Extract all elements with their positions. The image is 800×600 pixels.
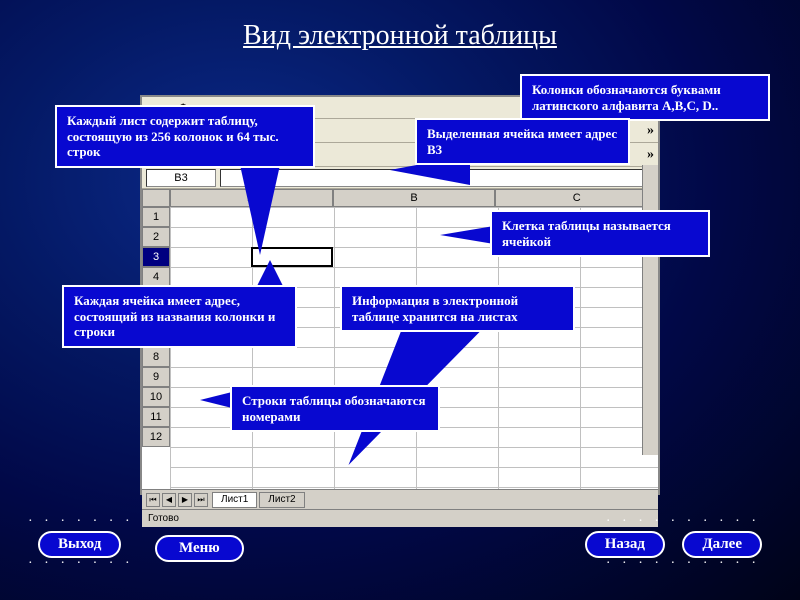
callout-cell-name: Клетка таблицы называется ячейкой bbox=[490, 210, 710, 257]
name-box[interactable]: B3 bbox=[146, 169, 216, 187]
sheet-nav-first-icon[interactable]: ⏮ bbox=[146, 493, 160, 507]
callout-cell-address: Каждая ячейка имеет адрес, состоящий из … bbox=[62, 285, 297, 348]
vertical-scrollbar[interactable] bbox=[642, 165, 658, 455]
sheet-nav-last-icon[interactable]: ⏭ bbox=[194, 493, 208, 507]
dots-decoration: · · · · · · · bbox=[28, 556, 134, 572]
column-header[interactable]: C bbox=[495, 189, 658, 207]
callout-row-numbers: Строки таблицы обозначаются номерами bbox=[230, 385, 440, 432]
sheet-tab[interactable]: Лист2 bbox=[259, 492, 304, 508]
row-header[interactable]: 4 bbox=[142, 267, 170, 287]
chevron-icon[interactable]: » bbox=[647, 147, 654, 163]
next-button[interactable]: Далее bbox=[682, 531, 762, 558]
callout-sheets-info: Информация в электронной таблице хранитс… bbox=[340, 285, 575, 332]
row-header[interactable]: 9 bbox=[142, 367, 170, 387]
sheet-tabs-bar: ⏮ ◀ ▶ ⏭ Лист1 Лист2 bbox=[142, 489, 658, 509]
select-all-corner[interactable] bbox=[142, 189, 170, 207]
row-header[interactable]: 2 bbox=[142, 227, 170, 247]
back-button[interactable]: Назад bbox=[585, 531, 665, 558]
sheet-tab[interactable]: Лист1 bbox=[212, 492, 257, 508]
callout-column-letters: Колонки обозначаются буквами латинского … bbox=[520, 74, 770, 121]
dots-decoration: · · · · · · · · · · bbox=[606, 556, 760, 572]
row-header[interactable]: 11 bbox=[142, 407, 170, 427]
callout-active-address: Выделенная ячейка имеет адрес B3 bbox=[415, 118, 630, 165]
callout-sheet-size: Каждый лист содержит таблицу, состоящую … bbox=[55, 105, 315, 168]
row-headers: 123456789101112 bbox=[142, 207, 170, 489]
menu-button[interactable]: Меню bbox=[155, 535, 244, 562]
row-header[interactable]: 10 bbox=[142, 387, 170, 407]
row-header[interactable]: 8 bbox=[142, 347, 170, 367]
column-headers: A B C bbox=[142, 189, 658, 207]
sheet-nav-next-icon[interactable]: ▶ bbox=[178, 493, 192, 507]
chevron-icon[interactable]: » bbox=[647, 123, 654, 139]
exit-button[interactable]: Выход bbox=[38, 531, 121, 558]
column-header[interactable]: B bbox=[333, 189, 496, 207]
sheet-nav-prev-icon[interactable]: ◀ bbox=[162, 493, 176, 507]
dots-decoration: · · · · · · · · · · bbox=[606, 514, 760, 530]
dots-decoration: · · · · · · · bbox=[28, 514, 134, 530]
row-header[interactable]: 3 bbox=[142, 247, 170, 267]
row-header[interactable]: 1 bbox=[142, 207, 170, 227]
status-bar: Готово bbox=[142, 509, 658, 527]
row-header[interactable]: 12 bbox=[142, 427, 170, 447]
page-title: Вид электронной таблицы bbox=[0, 20, 800, 52]
